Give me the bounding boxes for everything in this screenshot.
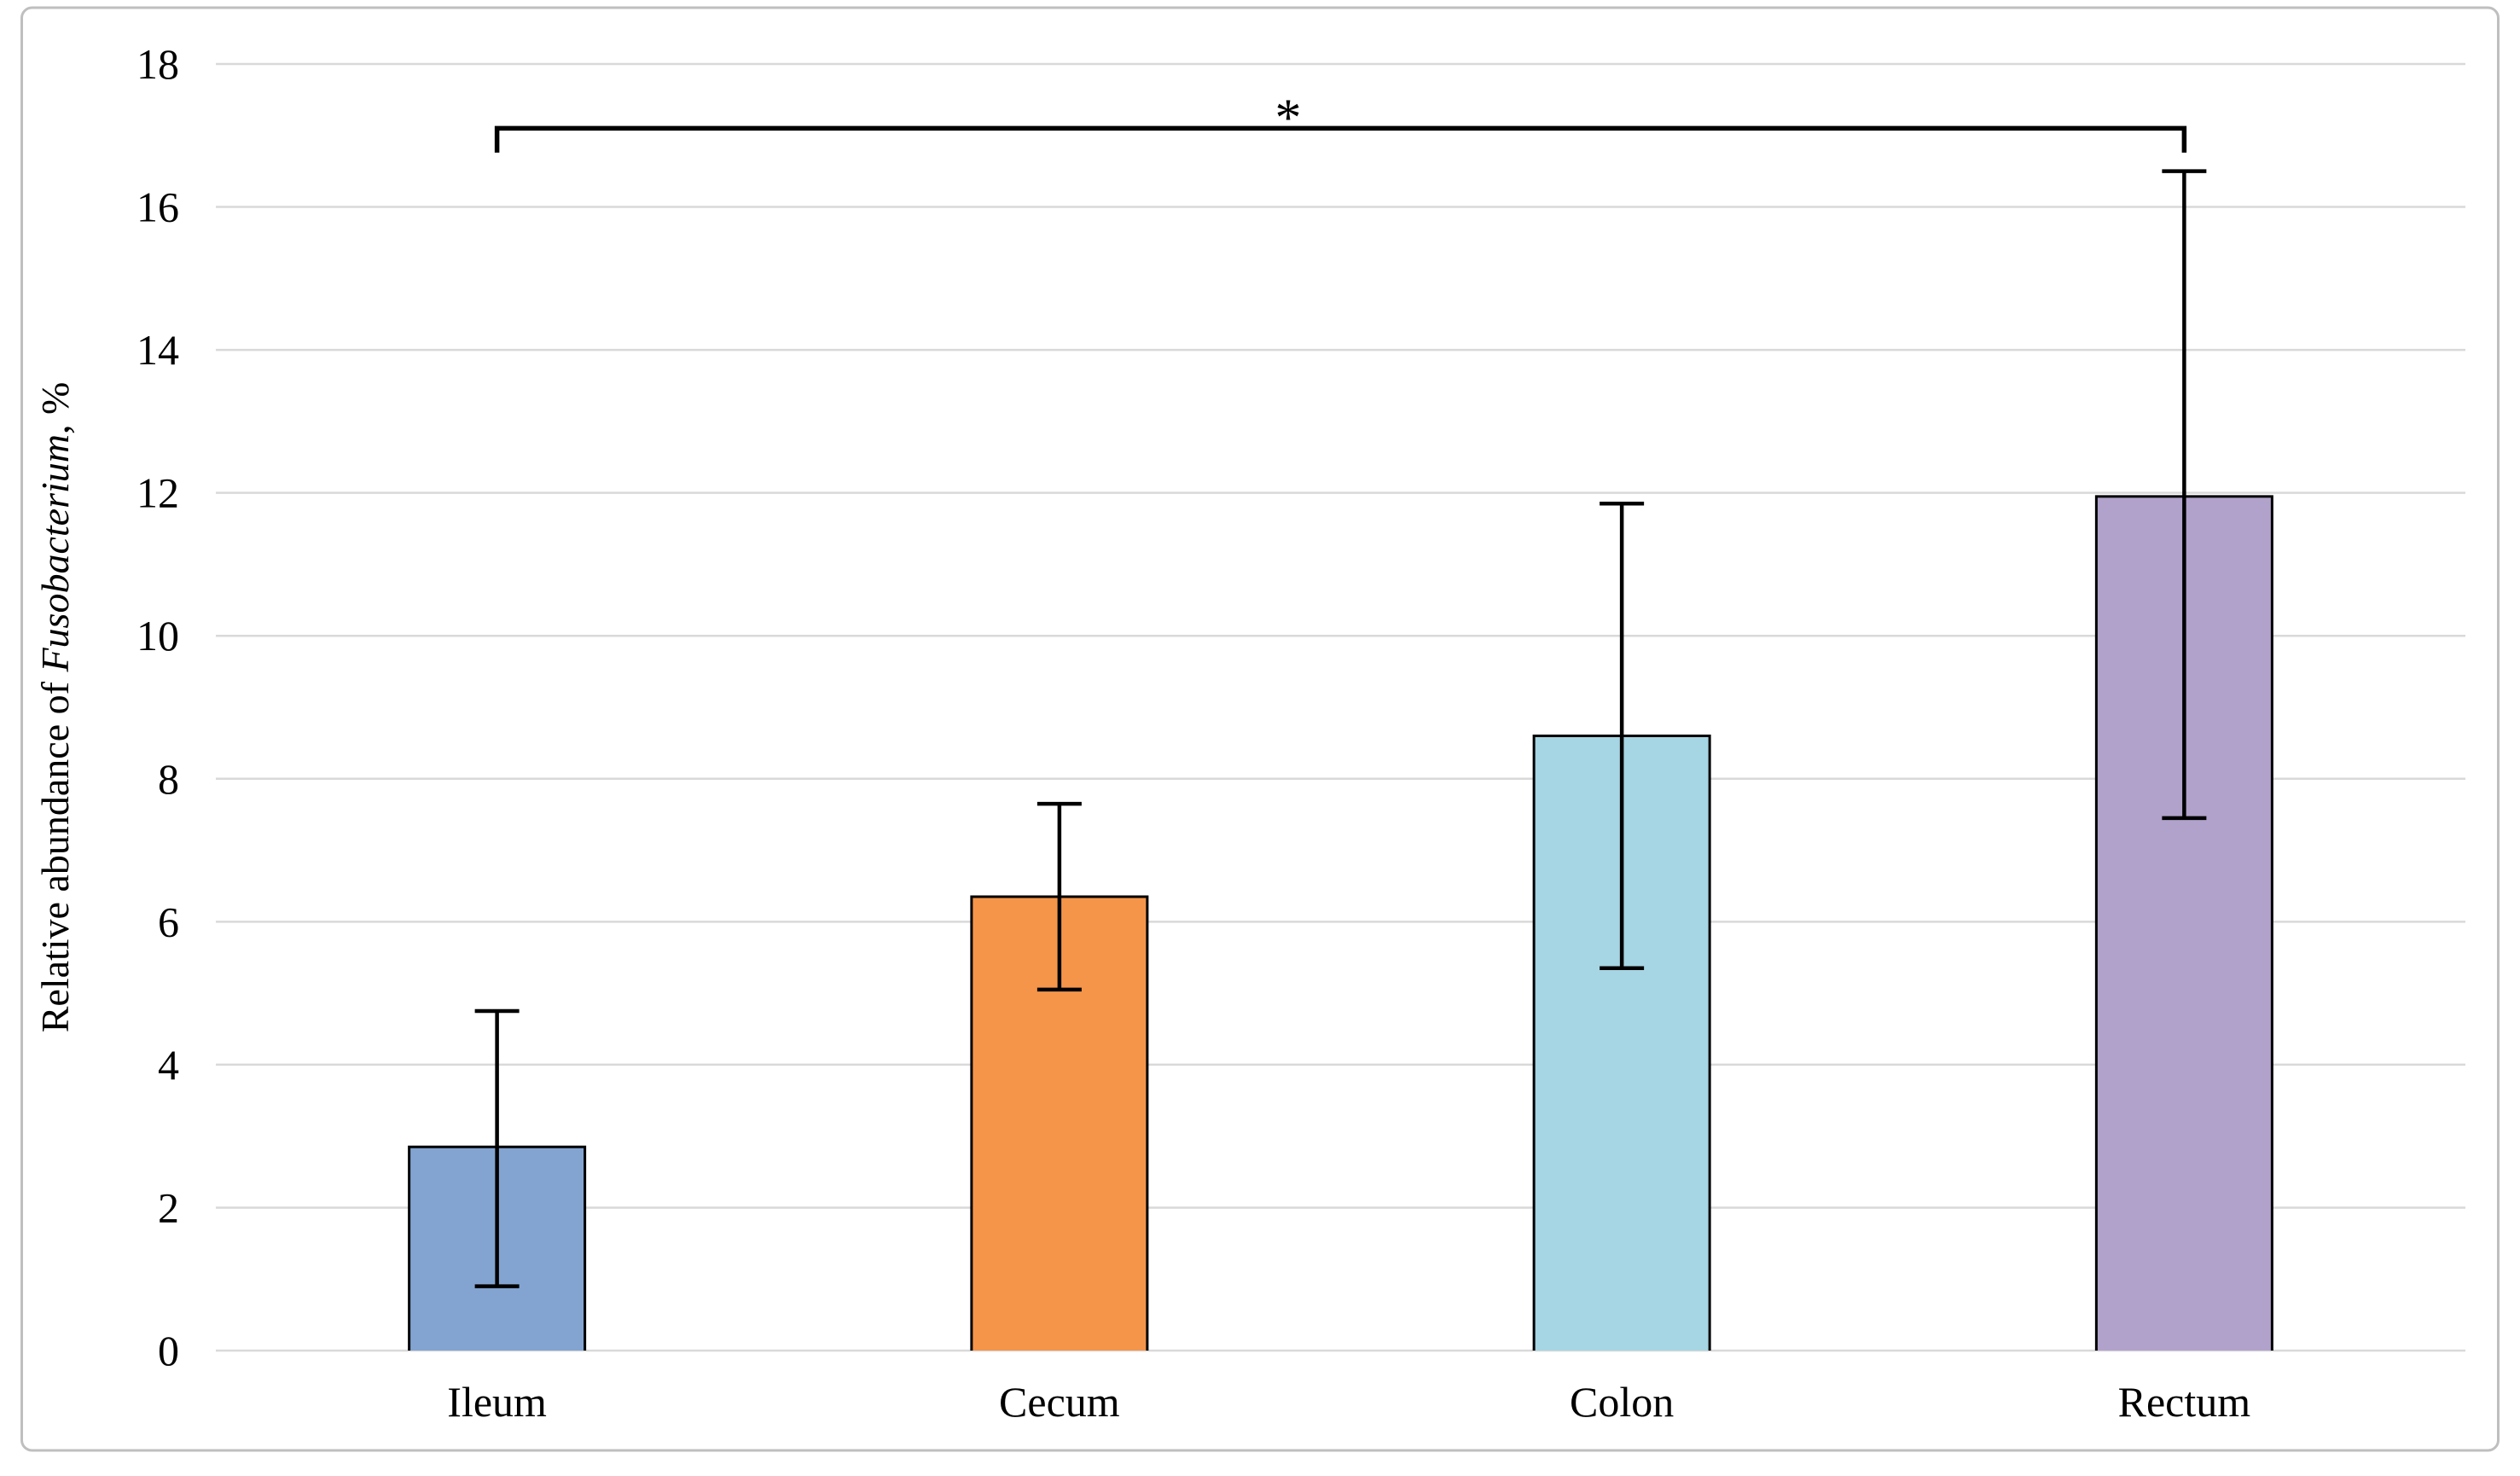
y-tick-label-8: 8 xyxy=(158,755,179,803)
x-tick-label-colon: Colon xyxy=(1570,1378,1674,1426)
y-tick-label-18: 18 xyxy=(136,40,179,88)
y-tick-label-10: 10 xyxy=(136,612,179,660)
x-tick-label-cecum: Cecum xyxy=(999,1378,1120,1426)
y-tick-label-0: 0 xyxy=(158,1327,179,1374)
y-tick-label-6: 6 xyxy=(158,898,179,945)
y-tick-label-14: 14 xyxy=(136,326,179,374)
y-axis-title-suffix: , % xyxy=(33,382,77,434)
error-bar-ileum xyxy=(474,1008,520,1288)
y-tick-label-4: 4 xyxy=(158,1041,179,1089)
figure-border xyxy=(20,6,2500,1452)
y-tick-label-16: 16 xyxy=(136,183,179,231)
significance-bracket xyxy=(494,125,2187,153)
significance-asterisk: * xyxy=(1275,89,1302,147)
error-bar-colon xyxy=(1600,501,1645,971)
error-bar-cecum xyxy=(1036,801,1082,992)
x-tick-label-ileum: Ileum xyxy=(447,1378,547,1426)
y-axis-title-genus: Fusobacterium xyxy=(33,434,77,673)
y-axis-title-prefix: Relative abundance of xyxy=(33,672,77,1033)
y-axis-title: Relative abundance of Fusobacterium, % xyxy=(33,382,77,1033)
y-tick-label-12: 12 xyxy=(136,469,179,517)
y-tick-label-2: 2 xyxy=(158,1183,179,1231)
error-bar-rectum xyxy=(2162,169,2207,821)
x-tick-label-rectum: Rectum xyxy=(2118,1378,2251,1426)
